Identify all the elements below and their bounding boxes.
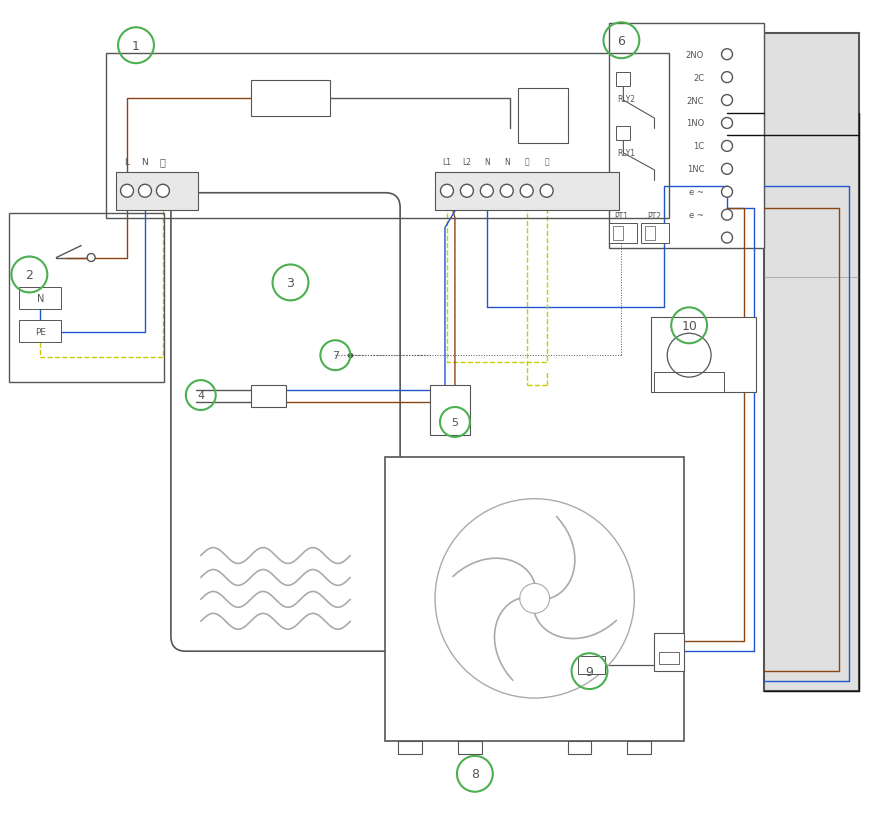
Bar — [645, 227, 656, 241]
Bar — [458, 741, 482, 754]
Circle shape — [540, 185, 553, 198]
Text: 2C: 2C — [693, 74, 705, 83]
Bar — [107, 54, 670, 218]
Circle shape — [120, 185, 134, 198]
Bar — [628, 741, 651, 754]
Text: 2NC: 2NC — [686, 97, 705, 105]
Text: 3: 3 — [286, 276, 294, 289]
Text: 2: 2 — [25, 269, 33, 282]
Text: 7: 7 — [332, 351, 339, 361]
Text: 1: 1 — [132, 40, 140, 53]
Bar — [435, 173, 619, 210]
Bar — [567, 741, 592, 754]
Text: e ~: e ~ — [689, 188, 705, 197]
Text: PT1: PT1 — [615, 212, 629, 221]
Bar — [642, 223, 670, 243]
Text: N: N — [484, 158, 490, 166]
Text: PE: PE — [35, 327, 46, 337]
Bar — [430, 385, 470, 435]
Bar — [609, 223, 637, 243]
Circle shape — [460, 185, 473, 198]
Text: N: N — [141, 158, 148, 166]
Circle shape — [156, 185, 169, 198]
Bar — [116, 173, 198, 210]
Circle shape — [722, 50, 732, 60]
Circle shape — [722, 73, 732, 84]
Bar — [19, 321, 61, 343]
FancyBboxPatch shape — [171, 194, 400, 652]
Circle shape — [139, 185, 151, 198]
Circle shape — [441, 185, 453, 198]
Text: 2NO: 2NO — [686, 50, 705, 60]
Bar — [10, 213, 164, 383]
Text: e ~: e ~ — [689, 211, 705, 220]
Text: 4: 4 — [197, 390, 204, 400]
Circle shape — [87, 254, 95, 262]
Circle shape — [722, 95, 732, 107]
Text: 1NC: 1NC — [686, 165, 705, 174]
Text: L1: L1 — [443, 158, 451, 166]
Circle shape — [500, 185, 513, 198]
Text: 6: 6 — [617, 35, 625, 48]
Text: L: L — [125, 158, 129, 166]
Text: L2: L2 — [463, 158, 471, 166]
Circle shape — [722, 141, 732, 152]
Text: PT2: PT2 — [647, 212, 661, 221]
Text: 5: 5 — [451, 418, 458, 428]
Circle shape — [480, 185, 493, 198]
Bar — [578, 657, 606, 674]
Text: 1C: 1C — [693, 142, 705, 151]
Bar — [518, 89, 567, 144]
Text: ⏚: ⏚ — [545, 158, 549, 166]
Bar — [659, 653, 679, 664]
Text: RLY2: RLY2 — [617, 94, 636, 103]
Circle shape — [722, 233, 732, 244]
Text: 10: 10 — [681, 319, 697, 332]
Text: 9: 9 — [586, 665, 594, 678]
Text: ⏚: ⏚ — [525, 158, 529, 166]
Text: RLY1: RLY1 — [617, 149, 636, 158]
Bar — [19, 288, 61, 310]
Bar — [609, 24, 764, 248]
Circle shape — [722, 164, 732, 175]
Bar — [251, 81, 330, 117]
Circle shape — [722, 187, 732, 198]
Text: N: N — [504, 158, 510, 166]
Bar — [654, 373, 724, 393]
Text: ⏚: ⏚ — [160, 156, 166, 166]
Text: N: N — [37, 294, 44, 304]
Bar — [616, 127, 630, 141]
Text: 1NO: 1NO — [686, 119, 705, 128]
Bar — [385, 457, 684, 741]
Circle shape — [722, 118, 732, 129]
Bar — [614, 227, 623, 241]
Text: 8: 8 — [471, 767, 479, 781]
Circle shape — [520, 185, 533, 198]
Bar — [398, 741, 422, 754]
Bar — [651, 318, 756, 393]
Bar — [654, 633, 684, 672]
Bar — [764, 34, 858, 691]
Bar — [251, 385, 285, 408]
Bar — [616, 73, 630, 87]
Circle shape — [722, 210, 732, 221]
